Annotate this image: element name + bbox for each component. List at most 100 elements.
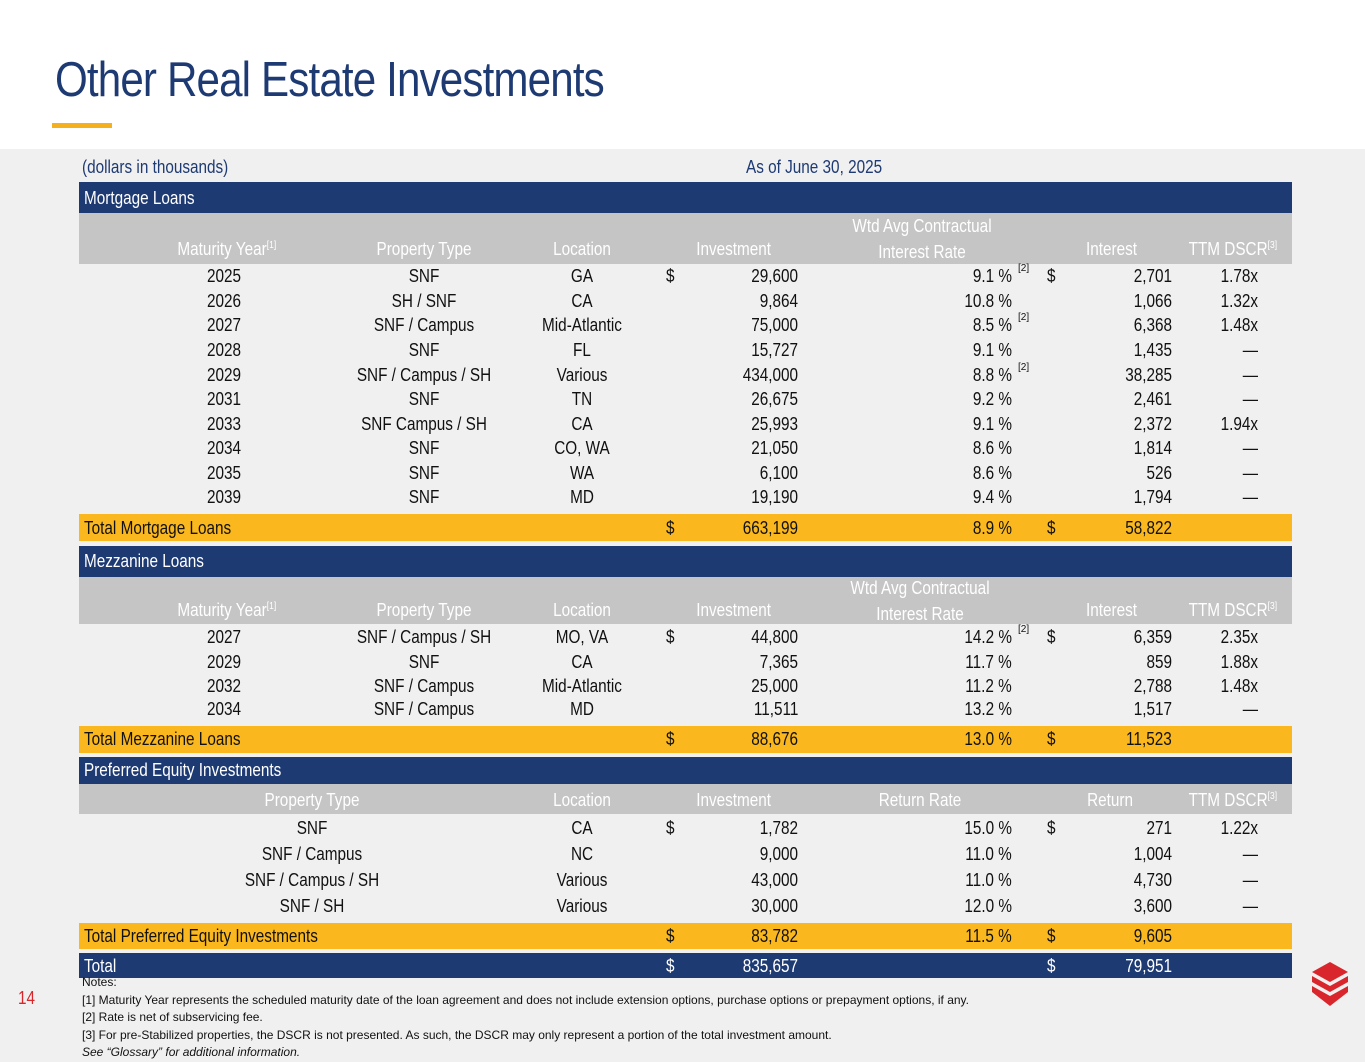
interest-cell: 2,701 [1133,266,1172,286]
property-type-cell: SNF / Campus [373,315,475,335]
property-type-cell: SNF [408,463,440,483]
maturity-year-cell: 2031 [206,389,242,409]
location-cell: Mid-Atlantic [542,315,622,335]
investment-cell: 21,050 [751,438,798,458]
investment-cell: 9,000 [759,844,798,864]
header-location: Location [553,239,611,259]
property-type-cell: SNF / Campus / SH [244,870,380,890]
interest-cell: 38,285 [1125,365,1172,385]
maturity-year-cell: 2025 [206,266,242,286]
location-cell: Various [556,365,608,385]
mezzanine-total-dollar: $ [666,729,675,749]
mortgage-total-bar [79,514,1292,541]
rate-cell: 13.2 % [964,699,1012,719]
investment-cell: 1,782 [759,818,798,838]
header-rate-line2: Interest Rate [878,242,966,262]
location-cell: MD [570,699,594,719]
investment-cell: 44,800 [751,627,798,647]
header-rate-line2: Interest Rate [876,604,964,624]
interest-cell: 1,814 [1133,438,1172,458]
location-cell: Various [556,870,608,890]
interest-cell: 859 [1146,652,1172,672]
maturity-year-cell: 2034 [206,438,242,458]
interest-cell: 6,368 [1133,315,1172,335]
header-interest: Interest [1085,600,1137,620]
dollar-sign: $ [1047,627,1056,647]
preferred-total-label: Total Preferred Equity Investments [84,926,318,946]
location-cell: Various [556,896,608,916]
dscr-cell: — [1242,896,1258,916]
maturity-year-cell: 2027 [206,627,242,647]
dscr-cell: — [1242,463,1258,483]
rate-cell: 12.0 % [964,896,1012,916]
grand-total-bar [79,953,1292,978]
location-cell: NC [570,844,594,864]
dscr-cell: — [1242,870,1258,890]
interest-cell: 6,359 [1133,627,1172,647]
header-investment: Investment [696,600,771,620]
dscr-cell: — [1242,389,1258,409]
return-cell: 4,730 [1133,870,1172,890]
header-return-rate: Return Rate [878,790,962,810]
dscr-cell: 1.32x [1220,291,1258,311]
dscr-cell: — [1242,340,1258,360]
maturity-year-cell: 2034 [206,699,242,719]
location-cell: FL [573,340,591,360]
maturity-year-cell: 2035 [206,463,242,483]
location-cell: CO, WA [554,438,610,458]
property-type-cell: SNF [408,438,440,458]
preferred-total-dollar2: $ [1047,926,1056,946]
preferred-total-rate: 11.5 % [965,926,1012,946]
location-cell: CA [571,291,593,311]
location-cell: TN [571,389,593,409]
investment-cell: 9,864 [759,291,798,311]
header-investment: Investment [696,790,771,810]
location-cell: MD [570,487,594,507]
maturity-year-cell: 2039 [206,487,242,507]
as-of-date: As of June 30, 2025 [746,157,883,177]
units-note: (dollars in thousands) [82,157,229,177]
rate-cell: 14.2 % [964,627,1012,647]
investment-cell: 75,000 [751,315,798,335]
footnote-2: [2] Rate is net of subservicing fee. [82,1010,263,1024]
property-type-cell: SNF / Campus [261,844,363,864]
dscr-cell: 1.48x [1220,315,1258,335]
rate-cell: 9.4 % [972,487,1012,507]
investment-cell: 19,190 [751,487,798,507]
header-location: Location [553,600,611,620]
mezzanine-section-title: Mezzanine Loans [84,551,204,571]
mortgage-total-dollar2: $ [1047,518,1056,538]
rate-cell: 11.0 % [965,844,1012,864]
footnote-3: [3] For pre-Stabilized properties, the D… [82,1027,832,1042]
property-type-cell: SNF / Campus / SH [356,627,492,647]
mortgage-total-investment: 663,199 [742,518,798,538]
location-cell: GA [570,266,594,286]
header-return: Return [1087,790,1133,810]
grand-total-interest: 79,951 [1125,956,1172,976]
dscr-cell: — [1242,438,1258,458]
investment-cell: 25,000 [751,676,798,696]
investment-cell: 25,993 [751,414,798,434]
grand-total-label: Total [84,956,117,976]
header-investment: Investment [696,239,771,259]
investment-cell: 11,511 [753,699,798,719]
mezzanine-total-rate: 13.0 % [964,729,1012,749]
investment-cell: 434,000 [742,365,798,385]
rate-cell: 8.6 % [972,463,1012,483]
property-type-cell: SNF [296,818,328,838]
dscr-cell: — [1242,365,1258,385]
rate-footnote: [2] [1018,624,1030,635]
investment-cell: 7,365 [759,652,798,672]
footnote-1: [1] Maturity Year represents the schedul… [82,992,969,1007]
rate-cell: 9.1 % [972,340,1012,360]
company-logo-icon [1312,962,1348,1006]
dscr-cell: — [1242,699,1258,719]
property-type-cell: SNF [408,266,440,286]
grand-total-dollar: $ [666,956,675,976]
mezzanine-section-bar [79,546,1292,577]
header-maturity-year: Maturity Year[1] [177,239,276,259]
rate-footnote: [2] [1018,362,1030,373]
investment-cell: 30,000 [751,896,798,916]
interest-cell: 1,794 [1133,487,1172,507]
header-dscr: TTM DSCR[3] [1188,600,1277,620]
